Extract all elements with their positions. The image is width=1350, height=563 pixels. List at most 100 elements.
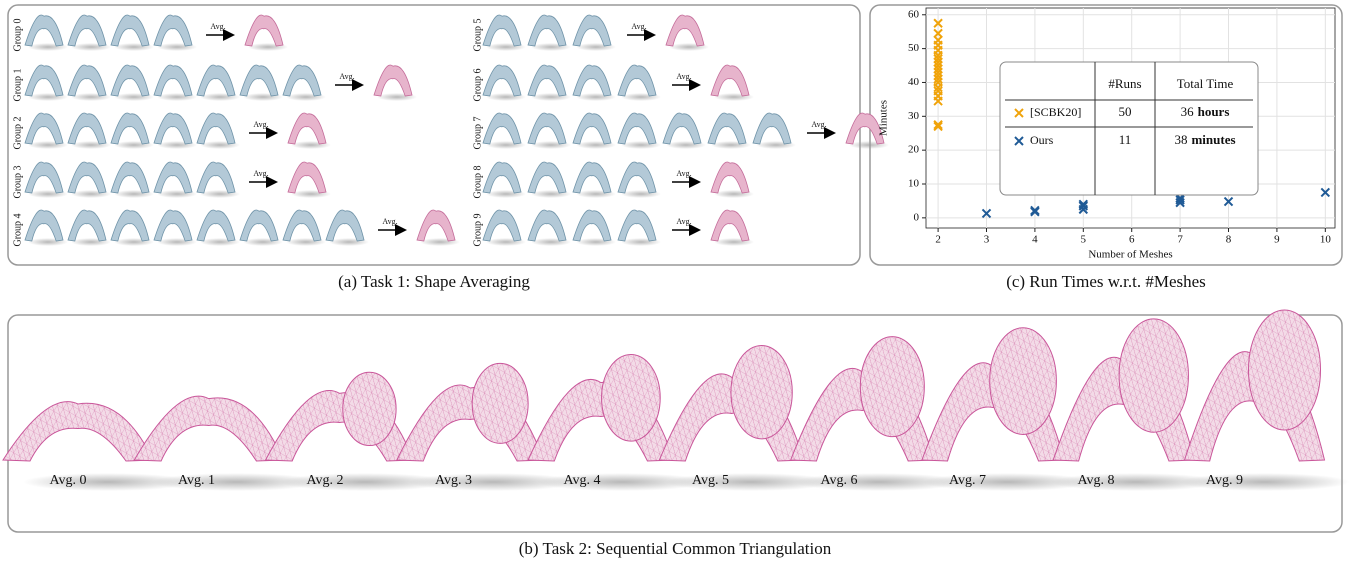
input-shape	[154, 162, 192, 193]
average-shape	[417, 210, 455, 241]
input-shape	[240, 65, 278, 96]
y-tick-label: 60	[908, 8, 920, 20]
arrow-label: Avg.	[676, 217, 691, 226]
input-shape	[68, 162, 106, 193]
y-tick-label: 10	[908, 178, 920, 190]
group-label: Group 7	[472, 116, 483, 149]
group-label: Group 5	[472, 18, 483, 51]
input-shape	[573, 162, 611, 193]
arrow-label: Avg.	[811, 120, 826, 129]
y-tick-label: 0	[914, 211, 920, 223]
input-shape	[111, 210, 149, 241]
x-tick-label: 8	[1226, 234, 1232, 246]
time-unit: minutes	[1191, 132, 1235, 147]
x-tick-label: 3	[984, 234, 990, 246]
avg-label: Avg. 1	[178, 473, 215, 488]
input-shape	[111, 65, 149, 96]
input-shape	[25, 113, 63, 144]
table-header: Total Time	[1177, 76, 1234, 91]
x-tick-label: 5	[1081, 234, 1087, 246]
input-shape	[154, 210, 192, 241]
avg-label: Avg. 9	[1206, 473, 1243, 488]
y-tick-label: 20	[908, 144, 920, 156]
input-shape	[111, 15, 149, 46]
avg-label: Avg. 4	[563, 473, 600, 488]
group-label: Group 4	[12, 213, 23, 246]
x-tick-label: 10	[1320, 234, 1332, 246]
average-mesh-lobe	[1119, 319, 1188, 432]
input-shape	[663, 113, 701, 144]
input-shape	[573, 15, 611, 46]
average-mesh-lobe	[860, 337, 924, 437]
figure: (a) Task 1: Shape Averaging (c) Run Time…	[0, 0, 1350, 563]
input-shape	[618, 113, 656, 144]
input-shape	[283, 210, 321, 241]
page: (a) Task 1: Shape Averaging (c) Run Time…	[0, 0, 1350, 563]
average-mesh-lobe	[990, 328, 1057, 435]
group-label: Group 3	[12, 165, 23, 198]
average-shape	[245, 15, 283, 46]
input-shape	[483, 65, 521, 96]
input-shape	[573, 210, 611, 241]
caption: (b) Task 2: Sequential Common Triangulat…	[519, 539, 832, 558]
input-shape	[483, 113, 521, 144]
input-shape	[573, 113, 611, 144]
arrow-label: Avg.	[676, 72, 691, 81]
average-mesh-lobe	[1249, 310, 1321, 430]
average-mesh-lobe	[472, 363, 528, 443]
input-shape	[618, 210, 656, 241]
arrow-label: Avg.	[210, 22, 225, 31]
average-shape	[711, 162, 749, 193]
group-label: Group 8	[472, 165, 483, 198]
y-tick-label: 50	[908, 42, 920, 54]
input-shape	[708, 113, 746, 144]
input-shape	[528, 15, 566, 46]
input-shape	[528, 113, 566, 144]
input-shape	[483, 15, 521, 46]
input-shape	[154, 65, 192, 96]
input-shape	[25, 162, 63, 193]
average-shape	[374, 65, 412, 96]
average-mesh-lobe	[731, 346, 792, 439]
input-shape	[25, 210, 63, 241]
legend-label: Ours	[1030, 133, 1054, 147]
input-shape	[618, 65, 656, 96]
input-shape	[197, 210, 235, 241]
x-tick-label: 7	[1177, 234, 1183, 246]
input-shape	[197, 113, 235, 144]
input-shape	[197, 65, 235, 96]
x-tick-label: 4	[1032, 234, 1038, 246]
group-label: Group 9	[472, 213, 483, 246]
group-label: Group 1	[12, 68, 23, 101]
arrow-label: Avg.	[339, 72, 354, 81]
input-shape	[528, 65, 566, 96]
average-shape	[288, 162, 326, 193]
arrow-label: Avg.	[253, 169, 268, 178]
caption: (a) Task 1: Shape Averaging	[338, 272, 530, 291]
average-shape	[666, 15, 704, 46]
x-axis-label: Number of Meshes	[1088, 249, 1172, 261]
input-shape	[283, 65, 321, 96]
avg-label: Avg. 6	[820, 473, 857, 488]
average-shape	[711, 65, 749, 96]
avg-label: Avg. 7	[949, 473, 986, 488]
arrow-label: Avg.	[382, 217, 397, 226]
input-shape	[528, 210, 566, 241]
time-unit: hours	[1198, 104, 1230, 119]
caption: (c) Run Times w.r.t. #Meshes	[1006, 272, 1206, 291]
group-label: Group 2	[12, 116, 23, 149]
average-mesh-lobe	[602, 354, 661, 441]
y-tick-label: 40	[908, 76, 920, 88]
input-shape	[528, 162, 566, 193]
average-shape	[288, 113, 326, 144]
input-shape	[154, 15, 192, 46]
time-value: 36	[1181, 104, 1195, 119]
legend-label: [SCBK20]	[1030, 105, 1081, 119]
input-shape	[326, 210, 364, 241]
content: Group 0Avg.Group 1Avg.Group 2Avg.Group 3…	[3, 8, 1350, 491]
input-shape	[154, 113, 192, 144]
arrow-label: Avg.	[631, 22, 646, 31]
arrow-label: Avg.	[253, 120, 268, 129]
avg-label: Avg. 8	[1077, 473, 1114, 488]
x-tick-label: 6	[1129, 234, 1135, 246]
